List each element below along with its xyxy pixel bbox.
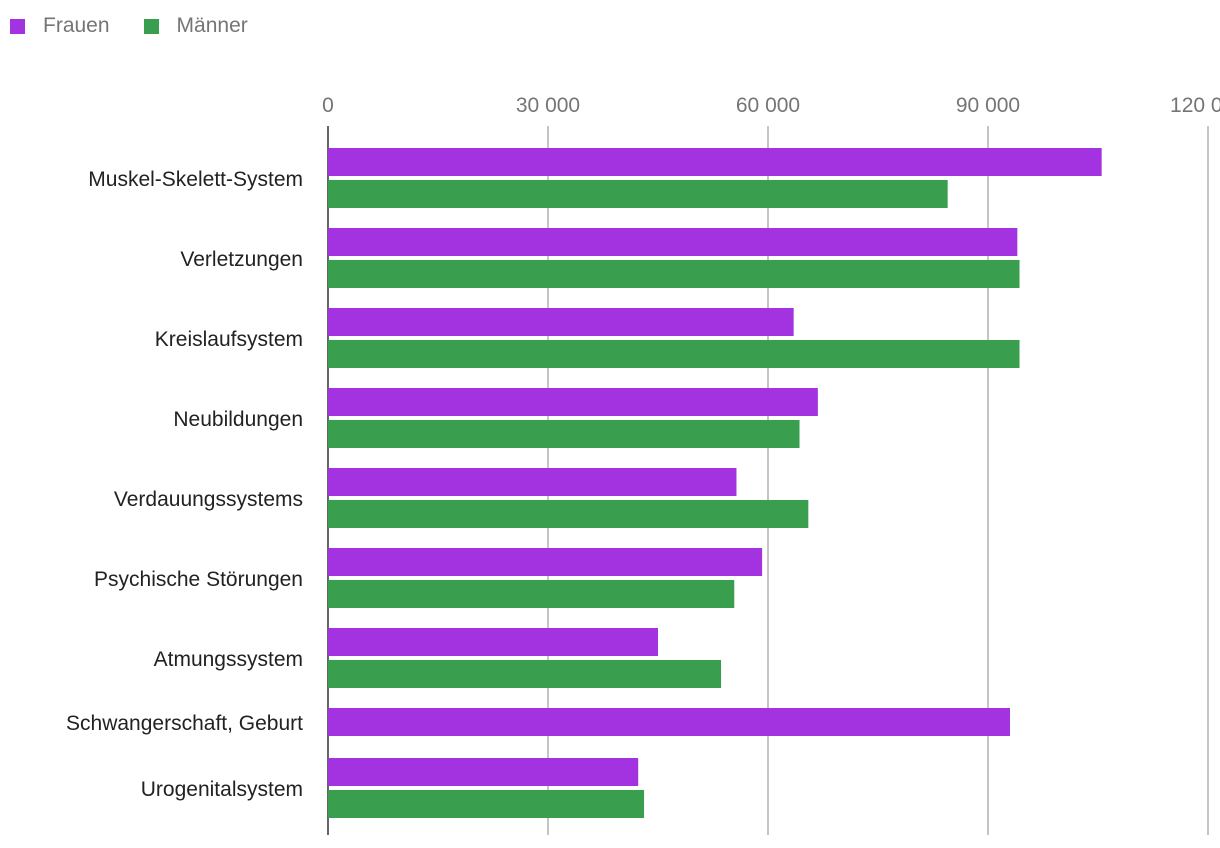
legend: Frauen Männer [10,14,282,38]
legend-label-maenner: Männer [176,14,248,37]
bar-mnner-0 [328,180,948,208]
bar-mnner-4 [328,500,809,528]
bar-mnner-2 [328,340,1020,368]
bar-frauen-0 [328,148,1102,176]
bars [328,148,1102,818]
bar-frauen-3 [328,388,818,416]
bar-frauen-6 [328,628,658,656]
x-tick-label-60000: 60 000 [736,94,800,117]
x-axis-tick-labels: 0 30 000 60 000 90 000 120 000 [322,94,1220,117]
category-labels: Muskel-Skelett-System Verletzungen Kreisla… [66,168,303,801]
bar-frauen-8 [328,758,639,786]
bar-mnner-3 [328,420,800,448]
x-tick-label-90000: 90 000 [956,94,1020,117]
category-label-7: Schwangerschaft, Geburt [66,712,303,735]
bar-frauen-2 [328,308,794,336]
bar-mnner-5 [328,580,735,608]
bar-frauen-1 [328,228,1018,256]
category-label-1: Verletzungen [180,248,303,271]
bar-frauen-7 [328,708,1010,736]
category-label-0: Muskel-Skelett-System [88,168,303,191]
bar-mnner-6 [328,660,722,688]
legend-swatch-frauen [10,18,25,34]
x-tick-label-120000: 120 000 [1170,94,1220,117]
x-tick-label-30000: 30 000 [516,94,580,117]
category-label-6: Atmungssystem [154,648,303,671]
legend-swatch-maenner [143,18,159,34]
category-label-4: Verdauungssystems [114,488,303,511]
legend-label-frauen: Frauen [43,14,110,37]
category-label-8: Urogenitalsystem [141,778,303,801]
bar-frauen-4 [328,468,737,496]
x-tick-label-0: 0 [322,94,334,117]
category-label-2: Kreislaufsystem [155,328,303,351]
category-label-5: Psychische Störungen [94,568,303,591]
bar-mnner-1 [328,260,1020,288]
legend-item-frauen: Frauen [10,14,110,38]
bar-frauen-5 [328,548,763,576]
category-label-3: Neubildungen [173,408,303,431]
legend-item-maenner: Männer [143,14,248,38]
bar-mnner-8 [328,790,645,818]
